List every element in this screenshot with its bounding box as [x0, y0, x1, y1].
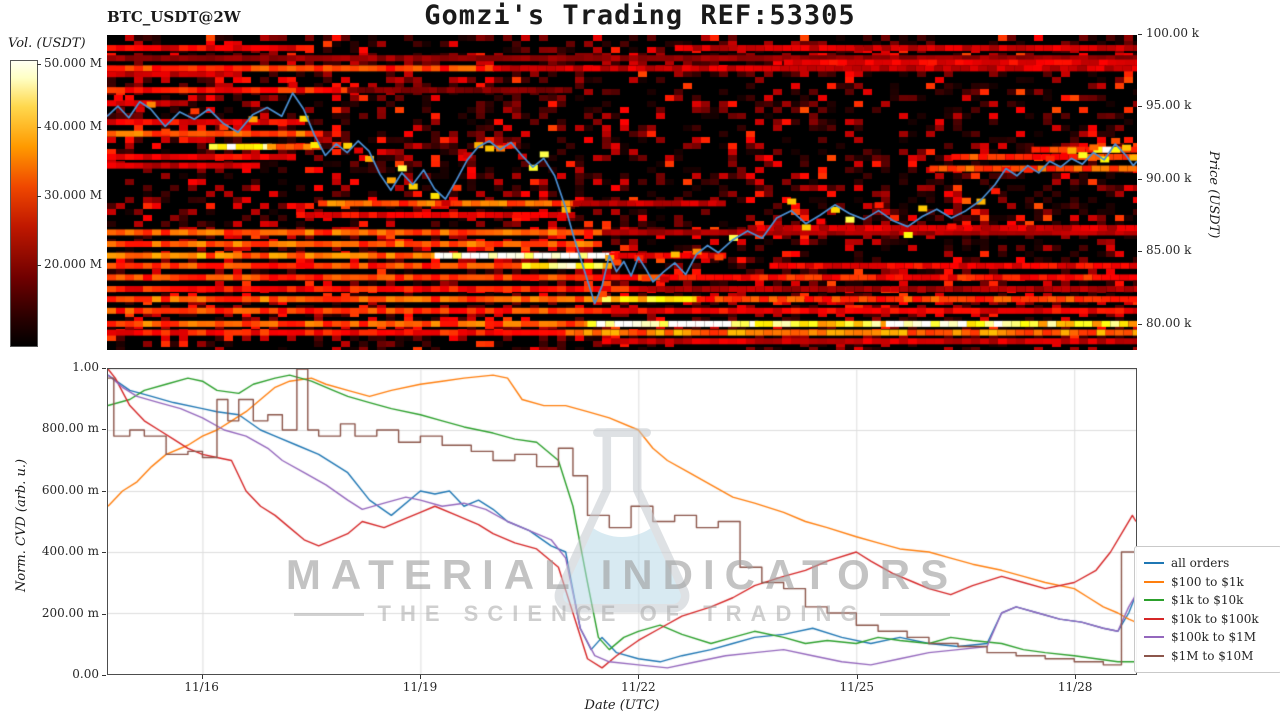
tick-mark: [102, 429, 106, 431]
legend-item-5: $1M to $10M: [1144, 647, 1272, 666]
colorbar-tick: 30.000 M: [44, 187, 103, 202]
tick-mark: [102, 490, 106, 492]
cvd-axis-label: Norm. CVD (arb. u.): [14, 458, 29, 592]
date-tick: 11/22: [621, 680, 656, 694]
tick-mark: [201, 675, 203, 679]
legend-item-1: $100 to $1k: [1144, 573, 1272, 592]
tick-mark: [1138, 251, 1142, 253]
legend-line-sample: [1144, 562, 1164, 565]
tick-mark: [638, 675, 640, 679]
cvd-tick: 0.00: [72, 667, 99, 681]
legend-line-sample: [1144, 599, 1164, 602]
price-axis-label: Price (USDT): [1206, 151, 1221, 239]
cvd-tick: 200.00 m: [41, 605, 99, 620]
price-tick: 80.00 k: [1146, 315, 1192, 330]
price-tick: 95.00 k: [1146, 98, 1192, 113]
tick-mark: [37, 126, 41, 128]
legend-item-0: all orders: [1144, 554, 1272, 573]
cvd-tick: 800.00 m: [41, 421, 99, 436]
tick-mark: [1138, 323, 1142, 325]
legend-item-4: $100k to $1M: [1144, 628, 1272, 647]
tick-mark: [37, 195, 41, 197]
legend-item-2: $1k to $10k: [1144, 591, 1272, 610]
tick-mark: [1138, 106, 1142, 108]
legend-line-sample: [1144, 654, 1164, 657]
legend-label: $10k to $100k: [1171, 611, 1259, 626]
heatmap-canvas: [107, 35, 1137, 350]
cvd-tick: 400.00 m: [41, 544, 99, 559]
tick-mark: [1075, 675, 1077, 679]
tick-mark: [37, 63, 41, 65]
legend-label: $1k to $10k: [1171, 593, 1244, 608]
legend-label: $1M to $10M: [1171, 648, 1254, 663]
tick-mark: [420, 675, 421, 679]
legend-line-sample: [1144, 636, 1164, 639]
legend-label: $100 to $1k: [1171, 574, 1244, 589]
legend-label: $100k to $1M: [1171, 630, 1257, 645]
heatmap-panel: [107, 35, 1137, 350]
legend-line-sample: [1144, 580, 1164, 583]
date-tick: 11/25: [839, 680, 875, 694]
date-tick: 11/16: [184, 680, 219, 694]
legend: all orders $100 to $1k $1k to $10k $10k to …: [1134, 546, 1280, 673]
tick-mark: [1138, 33, 1142, 35]
colorbar-label: Vol. (USDT): [8, 36, 86, 51]
tick-mark: [856, 675, 858, 679]
colorbar: [10, 60, 38, 347]
legend-line-sample: [1144, 617, 1164, 620]
colorbar-tick: 40.000 M: [44, 118, 103, 133]
cvd-tick: 600.00 m: [41, 482, 99, 497]
symbol-label: BTC_USDT@2W: [107, 8, 241, 26]
legend-item-3: $10k to $100k: [1144, 610, 1272, 629]
cvd-panel: MATERIAL INDICATORS THE SCIENCE OF TRADI…: [107, 368, 1137, 675]
colorbar-tick: 20.000 M: [44, 256, 103, 271]
price-tick: 90.00 k: [1146, 170, 1192, 185]
cvd-tick: 1.00: [72, 360, 99, 374]
price-tick: 85.00 k: [1146, 243, 1192, 258]
tick-mark: [1138, 178, 1142, 180]
price-tick: 100.00 k: [1146, 25, 1200, 40]
date-tick: 11/28: [1057, 680, 1093, 694]
tick-mark: [102, 675, 106, 676]
tick-mark: [102, 368, 106, 369]
tick-mark: [37, 264, 41, 266]
tick-mark: [102, 613, 106, 615]
colorbar-tick: 50.000 M: [44, 55, 103, 70]
page-title: Gomzi's Trading REF:53305: [424, 0, 856, 31]
cvd-canvas: [108, 369, 1136, 674]
tick-mark: [102, 552, 106, 554]
legend-label: all orders: [1171, 556, 1230, 571]
date-tick: 11/19: [402, 680, 438, 694]
date-axis-label: Date (UTC): [584, 698, 660, 713]
